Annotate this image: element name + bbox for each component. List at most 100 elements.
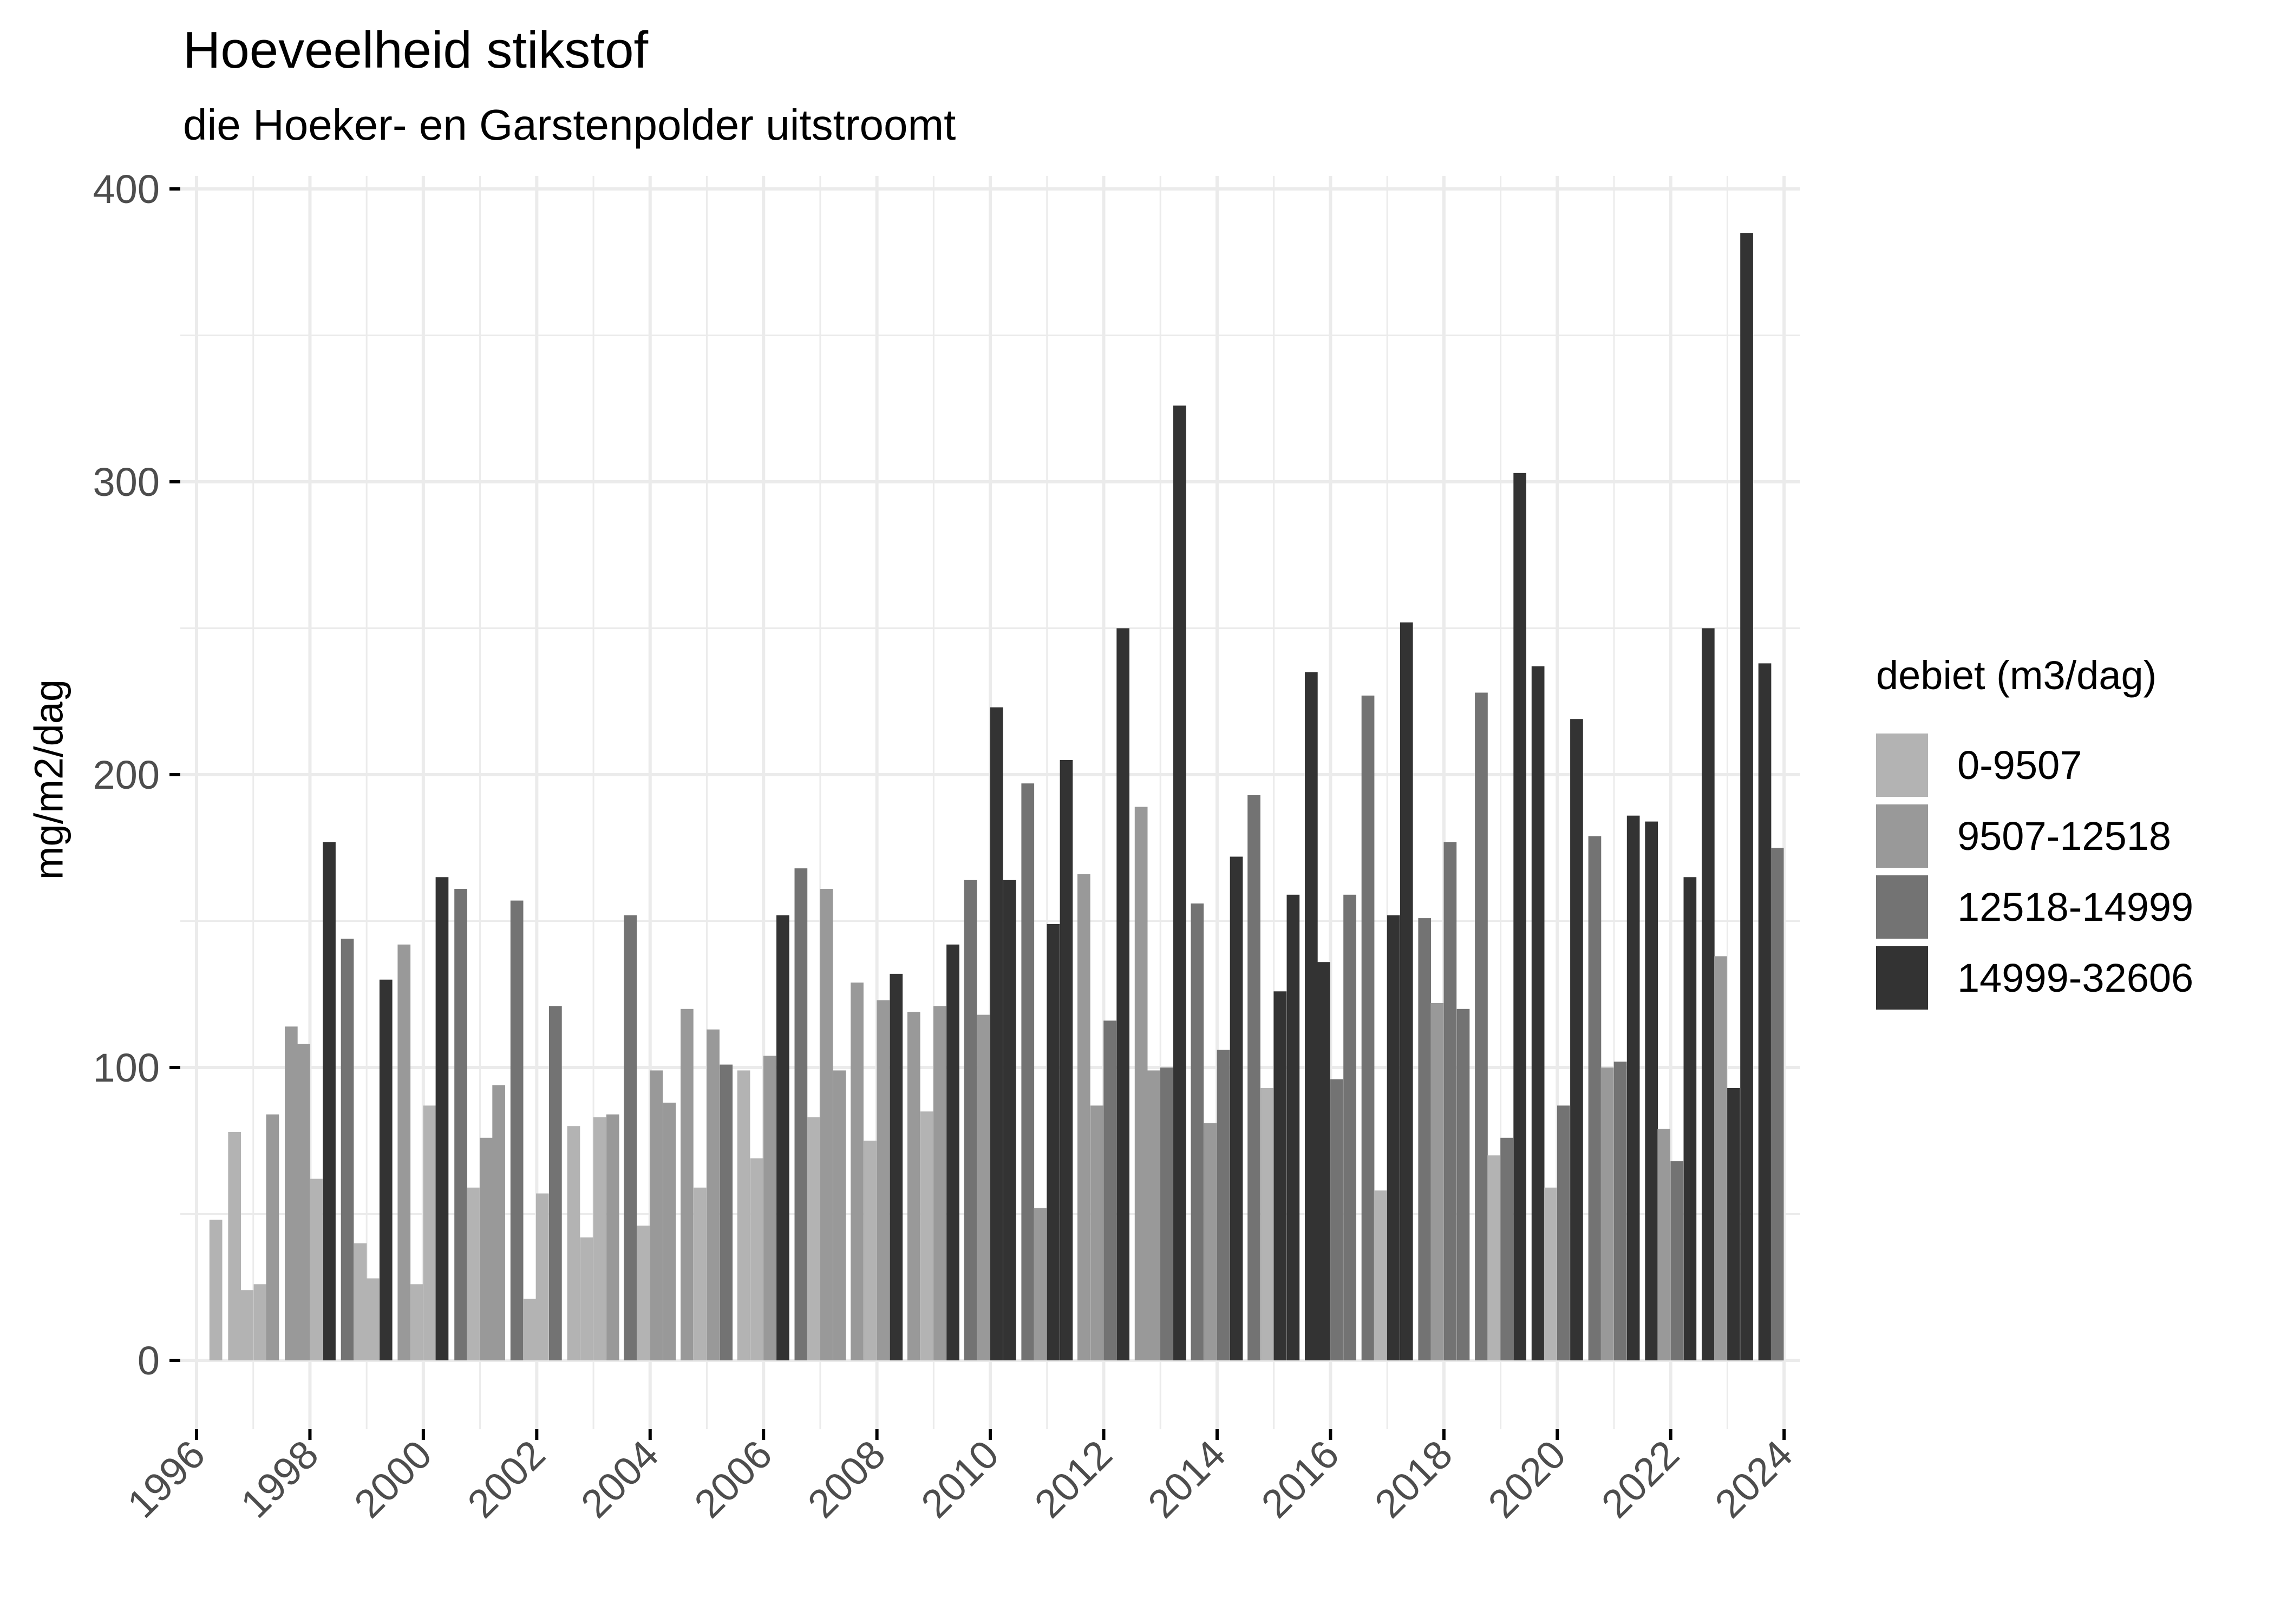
bar bbox=[1217, 1050, 1230, 1360]
x-tick-label: 2002 bbox=[459, 1432, 554, 1527]
bar bbox=[1003, 880, 1016, 1360]
bar bbox=[1613, 1062, 1627, 1360]
x-tick-label: 2022 bbox=[1593, 1432, 1688, 1527]
bar bbox=[536, 1193, 549, 1360]
legend-item-12518-14999: 12518-14999 bbox=[1876, 872, 2193, 942]
bar bbox=[1418, 918, 1432, 1360]
bar bbox=[580, 1237, 593, 1360]
bar bbox=[776, 915, 789, 1360]
chart-subtitle: die Hoeker- en Garstenpolder uitstroomt bbox=[183, 101, 956, 149]
bar bbox=[1090, 1105, 1103, 1360]
bar bbox=[1588, 836, 1602, 1360]
x-tick-label: 1996 bbox=[119, 1432, 213, 1527]
bar bbox=[851, 983, 864, 1360]
bar bbox=[807, 1117, 820, 1360]
legend-swatch bbox=[1876, 804, 1928, 868]
bar bbox=[323, 842, 336, 1360]
bar bbox=[1430, 1003, 1444, 1360]
bar bbox=[1626, 815, 1640, 1360]
bar bbox=[933, 1006, 946, 1360]
bar bbox=[1758, 663, 1772, 1360]
bar bbox=[606, 1114, 619, 1360]
bar bbox=[549, 1006, 562, 1360]
bar bbox=[1544, 1187, 1557, 1360]
bar bbox=[1531, 666, 1545, 1360]
bar bbox=[1670, 1161, 1684, 1360]
bar bbox=[1021, 783, 1035, 1360]
bar bbox=[1702, 628, 1715, 1360]
legend-swatch bbox=[1876, 946, 1928, 1010]
bar bbox=[877, 1000, 890, 1360]
bar bbox=[1034, 1208, 1047, 1360]
bar bbox=[1557, 1105, 1570, 1360]
bar bbox=[253, 1284, 267, 1360]
bar bbox=[964, 880, 977, 1360]
bar bbox=[1147, 1070, 1160, 1360]
bar bbox=[833, 1070, 846, 1360]
bar bbox=[467, 1187, 480, 1360]
bar bbox=[209, 1220, 223, 1360]
bar bbox=[423, 1105, 436, 1360]
x-tick-label: 2006 bbox=[685, 1432, 780, 1527]
bar bbox=[1260, 1088, 1273, 1360]
bar bbox=[567, 1126, 580, 1360]
legend-swatch bbox=[1876, 875, 1928, 939]
legend-item-0-9507: 0-9507 bbox=[1876, 730, 2193, 801]
x-tick-label: 2016 bbox=[1253, 1432, 1348, 1527]
bar bbox=[285, 1026, 298, 1360]
bar bbox=[266, 1114, 279, 1360]
x-tick-label: 2004 bbox=[572, 1432, 667, 1527]
bar bbox=[523, 1299, 537, 1360]
bar bbox=[1500, 1137, 1513, 1360]
x-tick-label: 2000 bbox=[345, 1432, 440, 1527]
bar bbox=[1456, 1009, 1470, 1360]
x-tick-label: 2024 bbox=[1706, 1432, 1801, 1527]
bar bbox=[397, 944, 411, 1360]
x-tick-label: 2018 bbox=[1366, 1432, 1461, 1527]
bar bbox=[1103, 1020, 1116, 1360]
bar bbox=[1683, 877, 1697, 1360]
bar bbox=[1160, 1068, 1173, 1360]
bar bbox=[637, 1226, 650, 1360]
bar bbox=[1600, 1068, 1614, 1360]
bar bbox=[1173, 405, 1186, 1360]
legend-label: 14999-32606 bbox=[1957, 955, 2194, 1000]
bar bbox=[1645, 821, 1658, 1360]
bar bbox=[1060, 760, 1073, 1360]
bar bbox=[1116, 628, 1129, 1360]
bar bbox=[864, 1141, 877, 1361]
bar bbox=[1343, 894, 1356, 1360]
x-tick-label: 2020 bbox=[1479, 1432, 1574, 1527]
legend-item-9507-12518: 9507-12518 bbox=[1876, 801, 2193, 872]
legend-label: 12518-14999 bbox=[1957, 885, 2194, 929]
bar bbox=[624, 915, 637, 1360]
bar bbox=[228, 1132, 241, 1360]
bar bbox=[946, 944, 959, 1360]
x-tick-label: 2014 bbox=[1139, 1432, 1234, 1527]
x-axis: 1996 1998 2000 2002 2004 2006 2008 2010 2012 2014… bbox=[119, 1429, 1801, 1527]
legend-label: 0-9507 bbox=[1957, 743, 2082, 788]
chart-title: Hoeveelheid stikstof bbox=[183, 21, 649, 79]
bar bbox=[1475, 692, 1488, 1360]
bar bbox=[492, 1085, 505, 1360]
bar bbox=[1273, 991, 1287, 1360]
bar bbox=[1374, 1190, 1387, 1360]
bar bbox=[694, 1187, 707, 1360]
y-tick-label: 100 bbox=[93, 1045, 160, 1090]
legend-swatch bbox=[1876, 734, 1928, 797]
bar bbox=[454, 889, 467, 1360]
bar bbox=[890, 973, 903, 1360]
bar bbox=[341, 939, 354, 1360]
x-tick-label: 2008 bbox=[799, 1432, 894, 1527]
bar bbox=[920, 1111, 933, 1361]
bar bbox=[354, 1243, 367, 1360]
bar bbox=[1317, 962, 1330, 1360]
bar bbox=[1570, 719, 1583, 1360]
bar bbox=[763, 1056, 776, 1360]
bar bbox=[1077, 874, 1090, 1360]
bar bbox=[1134, 807, 1148, 1360]
bar bbox=[663, 1102, 676, 1360]
legend-title: debiet (m3/dag) bbox=[1876, 653, 2157, 698]
bar bbox=[1047, 924, 1060, 1360]
